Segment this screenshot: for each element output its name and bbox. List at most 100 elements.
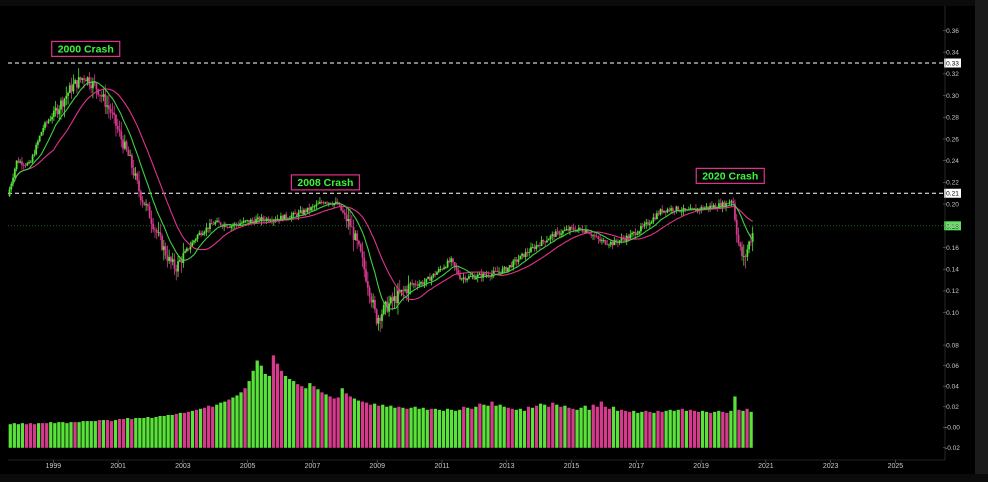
candle-body <box>730 200 733 202</box>
volume-bar <box>57 422 61 448</box>
candle-body <box>76 80 78 88</box>
candle-body <box>411 283 414 285</box>
candle-body <box>262 217 265 220</box>
candle-body <box>517 259 520 262</box>
candle-body <box>414 283 417 285</box>
volume-bar <box>624 410 628 448</box>
volume-bar <box>397 406 401 448</box>
candle-body <box>134 173 137 176</box>
candle-body <box>219 222 222 226</box>
candle-body <box>457 269 460 275</box>
candle-body <box>205 227 208 232</box>
candle-body <box>586 229 589 234</box>
volume-bar <box>595 406 599 448</box>
candle-body <box>372 299 375 303</box>
volume-bar <box>304 388 308 448</box>
candle-body <box>136 173 139 181</box>
candle-body <box>572 227 575 230</box>
candle-body <box>111 112 114 114</box>
volume-bar <box>352 398 357 448</box>
candle-body <box>377 317 380 324</box>
candle-body <box>322 202 325 204</box>
candle-body <box>647 222 649 225</box>
volume-bar <box>287 379 292 448</box>
candle-body <box>407 284 410 294</box>
candle-body <box>115 114 117 126</box>
volume-bar <box>267 375 271 448</box>
volume-bar <box>409 407 413 448</box>
volume-bar <box>255 360 259 448</box>
candle-body <box>721 202 724 208</box>
volume-bar <box>733 396 737 448</box>
candle-body <box>448 260 451 262</box>
candle-body <box>421 282 424 285</box>
candle-body <box>652 217 655 222</box>
volume-bar <box>89 421 93 448</box>
candle-body <box>512 260 515 268</box>
candle-body <box>382 305 385 315</box>
candle-body <box>375 309 378 324</box>
volume-bar <box>207 405 211 448</box>
candle-body <box>118 129 121 132</box>
volume-bar <box>377 405 381 448</box>
volume-bar <box>506 407 510 448</box>
volume-axis-tick-label: -0.02 <box>945 445 960 452</box>
volume-axis-tick-label: 0.02 <box>946 404 959 411</box>
candle-body <box>244 220 247 222</box>
candle-body <box>304 209 307 213</box>
candle-body <box>251 219 254 221</box>
volume-bar <box>126 418 130 448</box>
annotation-box <box>51 40 121 58</box>
candle-body <box>40 132 43 136</box>
volume-bar <box>109 421 114 448</box>
volume-bar <box>619 409 624 448</box>
candle-body <box>437 269 440 273</box>
candle-body <box>249 219 252 223</box>
candle-body <box>593 235 596 237</box>
candle-body <box>279 215 282 221</box>
volume-bar <box>336 397 340 448</box>
volume-bar <box>729 410 733 448</box>
candle-body <box>416 284 419 286</box>
volume-bar <box>332 398 336 448</box>
candle-body <box>226 227 229 228</box>
candle-body <box>83 78 85 80</box>
candle-body <box>519 255 522 260</box>
volume-bar <box>607 408 612 448</box>
candle-body <box>19 161 22 163</box>
volume-axis-tick-label: 0.06 <box>946 363 959 370</box>
volume-bar <box>65 423 69 448</box>
candle-body <box>122 139 124 149</box>
candle-body <box>613 240 616 246</box>
candle-body <box>592 235 594 237</box>
candle-body <box>643 223 646 227</box>
volume-bar <box>692 410 697 448</box>
candle-body <box>446 260 449 268</box>
candle-body <box>363 257 366 270</box>
candle-body <box>235 223 238 225</box>
candle-body <box>657 213 660 215</box>
candle-body <box>47 120 50 123</box>
candle-body <box>68 85 71 94</box>
time-axis-tick-label: 2015 <box>564 463 580 470</box>
volume-bar <box>300 386 304 448</box>
volume-bar <box>41 423 45 448</box>
candle-body <box>645 222 648 224</box>
candle-body <box>654 217 657 220</box>
candle-body <box>159 232 162 236</box>
candle-body <box>537 245 539 246</box>
price-axis-tick-label: 0.22 <box>946 180 959 187</box>
candle-body <box>428 276 431 281</box>
candle-body <box>542 240 545 242</box>
candle-body <box>334 201 337 204</box>
candle-body <box>315 204 318 207</box>
price-axis-tick-label: 0.36 <box>946 28 959 35</box>
price-tag-label: 0.33 <box>946 61 959 68</box>
volume-bar <box>696 411 701 448</box>
candle-body <box>67 93 69 96</box>
candle-body <box>462 277 465 279</box>
candle-body <box>187 248 190 250</box>
candle-body <box>242 220 245 223</box>
candle-body <box>691 208 694 210</box>
